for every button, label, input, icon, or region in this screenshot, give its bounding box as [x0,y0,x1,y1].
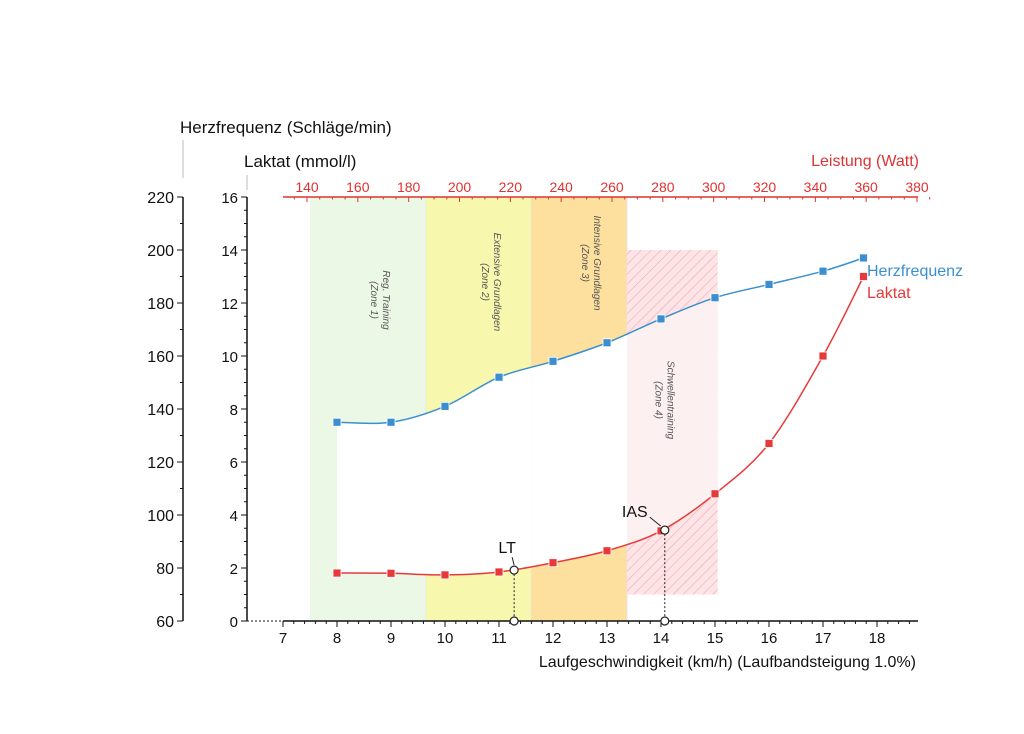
zone-1-between-curves [337,413,427,575]
watt-tick-label: 300 [702,179,726,195]
ias-marker [660,525,670,535]
watt-tick-label: 180 [397,179,421,195]
watt-tick-label: 200 [448,179,472,195]
laktat-line [336,276,865,576]
herzfrequenz-point [656,314,666,324]
watt-tick-label: 140 [295,179,319,195]
herzfrequenz-point [494,372,504,382]
laktat-point [764,439,774,448]
laktat-point [859,272,868,281]
herzfrequenz-point [859,253,868,263]
x-axis-title: Laufgeschwindigkeit (km/h) (Laufbandstei… [539,654,916,671]
watt-tick-label: 340 [804,179,828,195]
zone-2-between-curves [426,367,532,575]
lactate-tick-label: 4 [230,508,238,525]
zone-3-label: Intensive Grundlagen(Zone 3) [579,215,602,311]
x-tick-label: 15 [707,630,724,647]
lactate-tick-label: 0 [230,614,238,631]
x-tick-label: 8 [333,630,341,647]
hr-tick-label: 200 [147,243,174,260]
zone-label-name: Schwellentraining [664,361,675,440]
herzfrequenz-point [332,417,342,427]
hr-tick-label: 180 [147,296,174,313]
x-tick-label: 17 [815,630,832,647]
lt-leader [511,556,515,566]
watt-tick-label: 240 [549,179,573,195]
x-tick-label: 12 [545,630,562,647]
hr-tick-label: 120 [147,455,174,472]
watt-tick-label: 260 [600,179,624,195]
hr-tick-label: 80 [156,561,174,578]
laktat-point [818,351,828,361]
watt-tick-label: 280 [651,179,675,195]
watt-tick-label: 380 [905,179,929,195]
watt-tick-label: 320 [753,179,777,195]
zone-label-sub: (Zone 1) [368,281,379,319]
laktat-point [710,489,720,499]
x-tick-label: 10 [437,630,454,647]
hr-tick-label: 220 [147,190,174,207]
lactate-tick-label: 8 [230,402,238,419]
laktat-point [494,567,504,577]
watt-tick-label: 220 [499,179,523,195]
laktat-point [548,558,558,568]
watt-tick-label: 160 [346,179,370,195]
herzfrequenz-point [710,293,720,303]
lactate-tick-label: 12 [221,296,238,313]
ias-leader [649,516,662,527]
ias-axis-marker [660,616,670,626]
laktat-point [386,568,396,578]
zone-label-sub: (Zone 3) [579,244,590,282]
lactate-tick-label: 6 [230,455,238,472]
x-tick-label: 18 [869,630,886,647]
zone-label-name: Extensive Grundlagen [491,233,502,332]
zone-label-sub: (Zone 2) [479,263,490,301]
herzfrequenz-point [386,417,396,427]
zone-2-label: Extensive Grundlagen(Zone 2) [479,233,502,332]
legend-herzfrequenz: Herzfrequenz [867,263,963,280]
hr-axis-title: Herzfrequenz (Schläge/min) [180,118,392,137]
laktat-point [332,568,342,578]
lt-label: LT [498,540,516,557]
x-tick-label: 7 [279,630,287,647]
herzfrequenz-point [548,356,558,366]
herzfrequenz-point [818,266,828,276]
x-tick-label: 16 [761,630,778,647]
lt-axis-marker [509,616,519,626]
x-tick-label: 11 [491,630,507,647]
lactate-axis-title: Laktat (mmol/l) [244,152,356,171]
ias-label: IAS [622,504,648,521]
zone-label-name: Reg. Training [380,270,391,330]
zone-4-between-curves [626,296,718,545]
hr-tick-label: 160 [147,349,174,366]
lactate-tick-label: 2 [230,561,238,578]
lactate-tick-label: 10 [221,349,238,366]
zone-label-name: Intensive Grundlagen [591,215,602,311]
zone-label-sub: (Zone 4) [652,381,663,419]
x-tick-label: 9 [387,630,395,647]
zone-3-between-curves [531,334,627,567]
lactate-tick-label: 16 [221,190,238,207]
legend-laktat: Laktat [867,285,911,302]
zone-4-label: Schwellentraining(Zone 4) [652,361,675,440]
zone-1-label: Reg. Training(Zone 1) [368,270,391,330]
laktat-point [440,570,450,580]
herzfrequenz-point [764,280,774,289]
hr-tick-label: 140 [147,402,174,419]
lactate-tick-label: 14 [221,243,238,260]
x-tick-label: 14 [653,630,670,647]
hr-tick-label: 60 [156,614,174,631]
x-tick-label: 13 [599,630,616,647]
herzfrequenz-point [602,338,612,348]
watt-tick-label: 360 [854,179,878,195]
watt-axis-title: Leistung (Watt) [811,153,919,170]
herzfrequenz-point [440,401,450,411]
laktat-point [602,546,612,556]
hr-tick-label: 100 [147,508,174,525]
lt-marker [509,565,519,575]
